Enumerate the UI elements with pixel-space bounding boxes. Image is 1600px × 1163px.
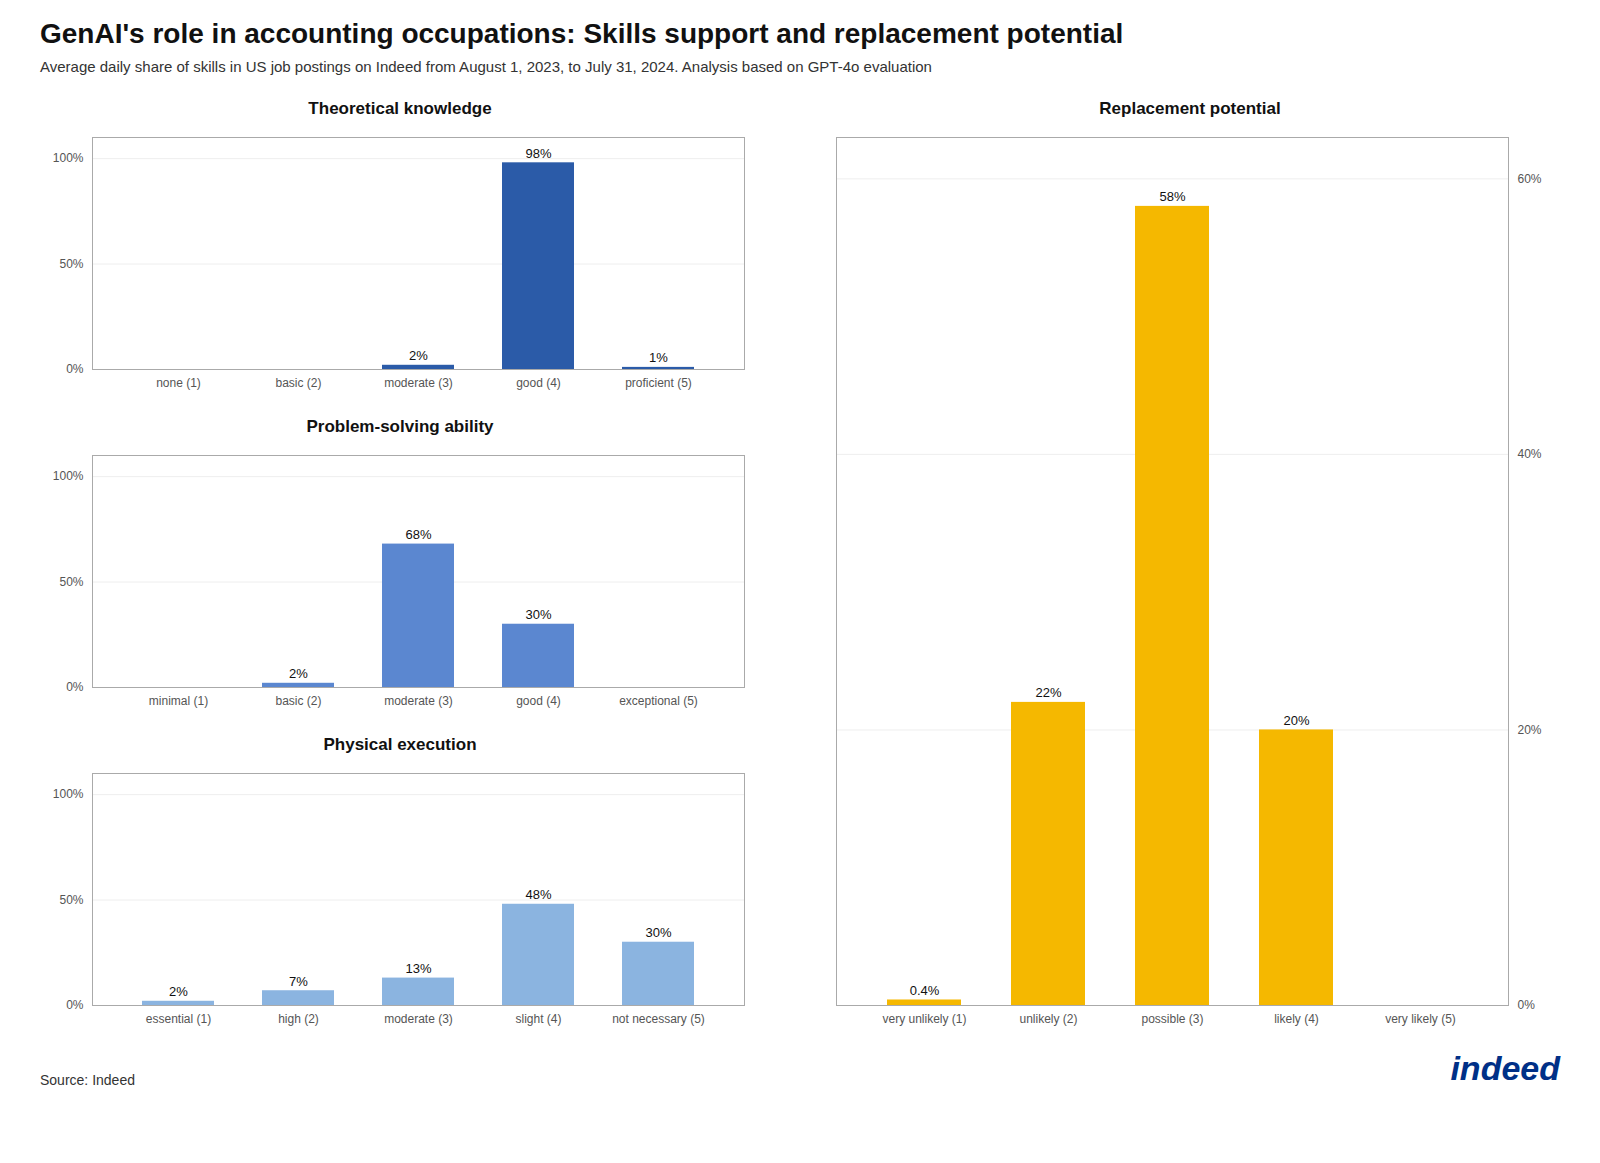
svg-text:not necessary (5): not necessary (5) <box>612 1012 705 1026</box>
svg-text:22%: 22% <box>1035 685 1061 700</box>
svg-text:minimal (1): minimal (1) <box>149 694 208 708</box>
svg-text:0%: 0% <box>66 998 84 1012</box>
svg-text:very unlikely (1): very unlikely (1) <box>882 1012 966 1026</box>
svg-text:very likely (5): very likely (5) <box>1385 1012 1456 1026</box>
svg-text:7%: 7% <box>289 974 308 989</box>
html-text:Source: Indeed: Source: Indeed <box>40 1072 135 1088</box>
html-text:Problem-solving ability: Problem-solving ability <box>306 417 494 436</box>
svg-text:50%: 50% <box>59 257 83 271</box>
svg-text:1%: 1% <box>649 350 668 365</box>
html-text:Physical execution: Physical execution <box>323 735 477 754</box>
svg-text:0.4%: 0.4% <box>910 983 940 998</box>
html-text:Average daily share of skills: Average daily share of skills in US job … <box>40 58 932 75</box>
svg-text:likely (4): likely (4) <box>1274 1012 1319 1026</box>
svg-text:100%: 100% <box>53 787 84 801</box>
svg-text:48%: 48% <box>525 887 551 902</box>
svg-text:moderate (3): moderate (3) <box>384 1012 453 1026</box>
svg-text:proficient (5): proficient (5) <box>625 376 692 390</box>
svg-text:moderate (3): moderate (3) <box>384 694 453 708</box>
svg-text:moderate (3): moderate (3) <box>384 376 453 390</box>
svg-text:2%: 2% <box>289 666 308 681</box>
svg-text:basic (2): basic (2) <box>275 694 321 708</box>
svg-text:20%: 20% <box>1283 713 1309 728</box>
svg-text:good (4): good (4) <box>516 376 561 390</box>
svg-text:essential (1): essential (1) <box>146 1012 211 1026</box>
svg-text:40%: 40% <box>1518 447 1542 461</box>
svg-text:slight (4): slight (4) <box>515 1012 561 1026</box>
html-text:Theoretical knowledge: Theoretical knowledge <box>308 99 492 118</box>
svg-text:none (1): none (1) <box>156 376 201 390</box>
svg-text:98%: 98% <box>525 146 551 161</box>
html-text:indeed: indeed <box>1450 1049 1560 1087</box>
svg-text:100%: 100% <box>53 469 84 483</box>
html-text:Replacement potential: Replacement potential <box>1099 99 1281 118</box>
html-text:GenAI's role in accounting occ: GenAI's role in accounting occupations: … <box>40 18 1124 49</box>
svg-text:0%: 0% <box>66 362 84 376</box>
svg-text:2%: 2% <box>409 348 428 363</box>
svg-text:30%: 30% <box>525 607 551 622</box>
svg-text:possible (3): possible (3) <box>1141 1012 1203 1026</box>
svg-text:100%: 100% <box>53 151 84 165</box>
svg-text:60%: 60% <box>1518 172 1542 186</box>
svg-text:58%: 58% <box>1159 189 1185 204</box>
svg-text:13%: 13% <box>405 961 431 976</box>
svg-text:0%: 0% <box>1518 998 1536 1012</box>
svg-text:exceptional (5): exceptional (5) <box>619 694 698 708</box>
svg-text:20%: 20% <box>1518 723 1542 737</box>
svg-text:basic (2): basic (2) <box>275 376 321 390</box>
svg-text:30%: 30% <box>645 925 671 940</box>
svg-text:50%: 50% <box>59 575 83 589</box>
svg-text:68%: 68% <box>405 527 431 542</box>
svg-text:good (4): good (4) <box>516 694 561 708</box>
svg-text:high (2): high (2) <box>278 1012 319 1026</box>
svg-text:0%: 0% <box>66 680 84 694</box>
svg-text:2%: 2% <box>169 984 188 999</box>
svg-text:unlikely (2): unlikely (2) <box>1019 1012 1077 1026</box>
svg-text:50%: 50% <box>59 893 83 907</box>
